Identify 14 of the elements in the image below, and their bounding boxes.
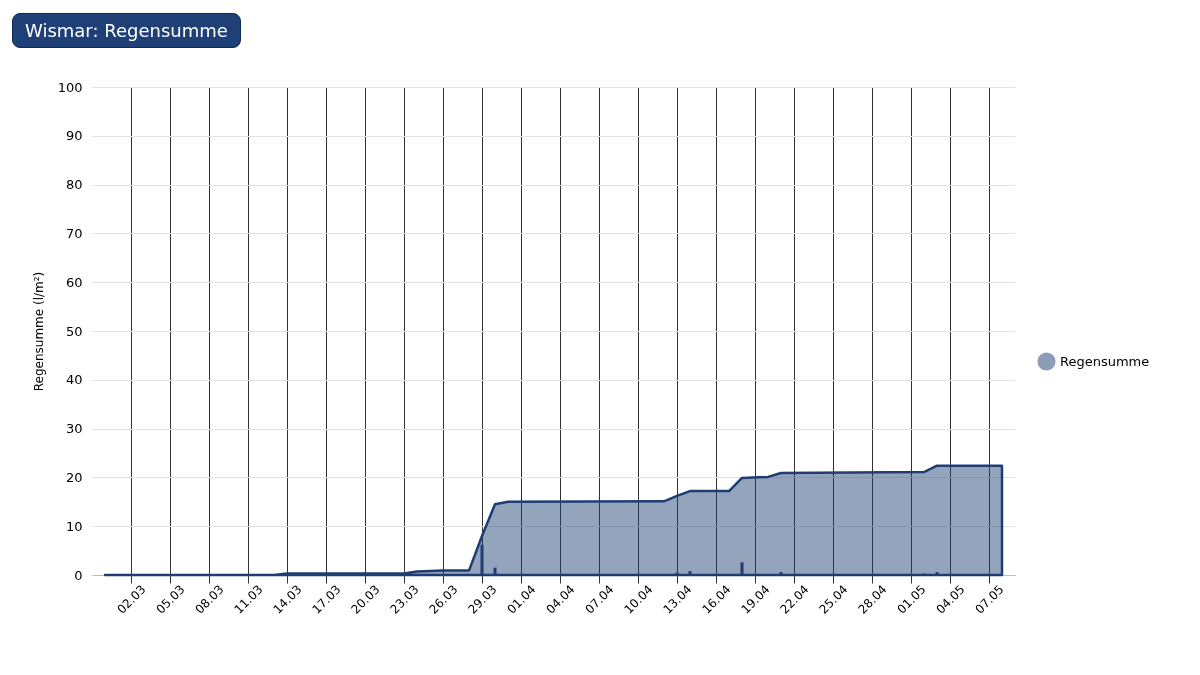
y-tick-label: 70 xyxy=(65,225,83,241)
chart-title: Wismar: Regensumme xyxy=(12,13,241,48)
y-tick-label: 20 xyxy=(65,469,83,485)
y-tick-label: 50 xyxy=(65,323,83,339)
y-tick-label: 40 xyxy=(65,372,83,388)
y-axis-title: Regensumme (l/m²) xyxy=(31,271,46,392)
y-tick-label: 80 xyxy=(65,177,83,193)
y-tick-label: 30 xyxy=(65,421,83,437)
y-tick-label: 100 xyxy=(57,79,83,95)
y-tick-label: 10 xyxy=(65,518,83,534)
y-tick-label: 90 xyxy=(65,128,83,144)
y-tick-label: 0 xyxy=(74,567,83,583)
legend-label: Regensumme xyxy=(1060,353,1150,369)
y-tick-label: 60 xyxy=(65,274,83,290)
